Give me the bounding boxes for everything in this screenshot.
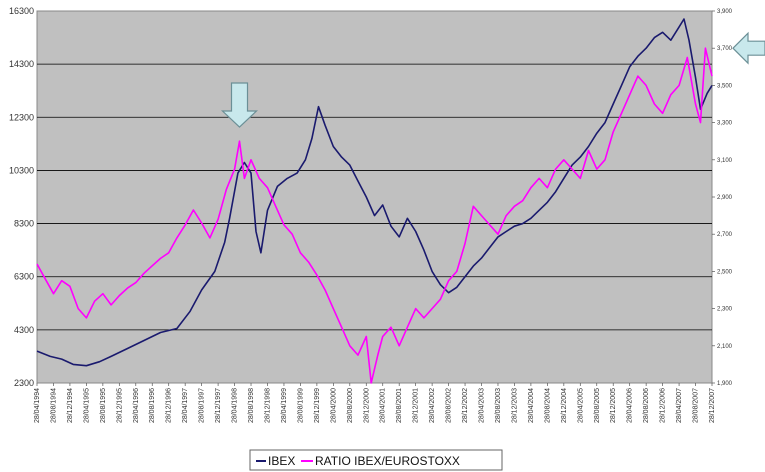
x-tick-label: 28/12/2003 xyxy=(511,388,518,423)
x-tick-label: 28/12/2002 xyxy=(462,388,469,423)
x-tick-label: 28/04/1994 xyxy=(34,388,41,423)
y-tick-label-right: 2,100 xyxy=(717,344,733,350)
x-axis: 28/04/1994 28/08/1994 28/12/1994 28/04/1995… xyxy=(34,383,716,423)
x-tick-label: 28/08/2000 xyxy=(347,388,354,423)
x-tick-label: 28/08/2007 xyxy=(693,388,700,423)
x-tick-label: 28/08/1997 xyxy=(199,388,206,423)
x-tick-label: 28/04/2003 xyxy=(479,388,486,423)
x-tick-label: 28/12/2006 xyxy=(660,388,667,423)
x-tick-label: 28/04/2000 xyxy=(330,388,337,423)
x-tick-label: 28/04/2002 xyxy=(429,388,436,423)
y-tick-label-right: 3,300 xyxy=(717,121,733,127)
x-tick-label: 28/04/2004 xyxy=(528,388,535,423)
y-tick-label-left: 2300 xyxy=(14,378,34,388)
x-tick-label: 28/12/1997 xyxy=(215,388,222,423)
x-tick-label: 28/08/1999 xyxy=(297,388,304,423)
x-tick-label: 28/12/2000 xyxy=(363,388,370,423)
y-tick-label-left: 4300 xyxy=(14,325,34,335)
x-tick-label: 28/04/2006 xyxy=(627,388,634,423)
x-tick-label: 28/12/2007 xyxy=(709,388,716,423)
series-lines xyxy=(36,18,713,384)
x-tick-label: 28/04/1997 xyxy=(182,388,189,423)
x-tick-label: 28/04/2007 xyxy=(676,388,683,423)
x-tick-label: 28/12/1995 xyxy=(116,388,123,423)
x-tick-label: 28/08/1996 xyxy=(149,388,156,423)
x-tick-label: 28/08/2004 xyxy=(544,388,551,423)
x-tick-label: 28/12/2004 xyxy=(561,388,568,423)
y-tick-label-left: 16300 xyxy=(9,6,34,16)
y-tick-label-right: 3,500 xyxy=(717,83,733,89)
series-line-ibex xyxy=(36,18,713,367)
plot-area xyxy=(36,10,713,384)
x-tick-label: 28/12/1998 xyxy=(264,388,271,423)
x-tick-label: 28/12/2001 xyxy=(413,388,420,423)
left-arrow-icon xyxy=(732,31,765,65)
x-tick-label: 28/04/1996 xyxy=(133,388,140,423)
x-tick-label: 28/08/1998 xyxy=(248,388,255,423)
y-tick-label-left: 12300 xyxy=(9,112,34,122)
y-tick-label-left: 6300 xyxy=(14,272,34,282)
x-tick-label: 28/04/2001 xyxy=(380,388,387,423)
x-tick-label: 28/12/1999 xyxy=(314,388,321,423)
x-tick-label: 28/04/1998 xyxy=(232,388,239,423)
y-tick-label-right: 1,900 xyxy=(717,381,733,387)
legend-box xyxy=(249,449,503,471)
x-tick-label: 28/04/2005 xyxy=(577,388,584,423)
annotations xyxy=(220,31,765,128)
y-tick-label-left: 14300 xyxy=(9,59,34,69)
x-tick-label: 28/08/1994 xyxy=(50,388,57,423)
y-tick-label-right: 3,900 xyxy=(717,9,733,15)
x-tick-label: 28/04/1995 xyxy=(83,388,90,423)
x-tick-label: 28/08/2001 xyxy=(396,388,403,423)
y-tick-label-right: 2,300 xyxy=(717,307,733,313)
down-arrow-icon xyxy=(220,82,259,128)
x-tick-label: 28/08/2002 xyxy=(446,388,453,423)
legend: IBEX RATIO IBEX/EUROSTOXX xyxy=(249,449,503,471)
x-tick-label: 28/08/2005 xyxy=(594,388,601,423)
y-tick-label-right: 2,900 xyxy=(717,195,733,201)
y-axis-left: 16300 14300 12300 10300 8300 6300 4300 2300 xyxy=(9,6,34,388)
gridlines xyxy=(37,63,712,331)
x-tick-label: 28/04/1999 xyxy=(281,388,288,423)
series-line-ratio xyxy=(36,47,713,384)
x-tick-label: 28/08/2006 xyxy=(643,388,650,423)
y-tick-label-right: 3,100 xyxy=(717,158,733,164)
y-tick-label-left: 10300 xyxy=(9,165,34,175)
x-tick-label: 28/08/1995 xyxy=(100,388,107,423)
y-tick-label-right: 2,700 xyxy=(717,232,733,238)
y-tick-label-left: 8300 xyxy=(14,219,34,229)
y-tick-label-right: 3,700 xyxy=(717,46,733,52)
legend-label-ibex: IBEX xyxy=(268,454,295,468)
x-tick-label: 28/12/1996 xyxy=(166,388,173,423)
y-tick-label-right: 2,500 xyxy=(717,269,733,275)
x-tick-label: 28/12/1994 xyxy=(67,388,74,423)
x-tick-label: 28/12/2005 xyxy=(610,388,617,423)
legend-label-ratio: RATIO IBEX/EUROSTOXX xyxy=(315,454,460,468)
y-axis-right: 3,900 3,700 3,500 3,300 3,100 2,900 2,700 2,500… xyxy=(712,9,733,387)
x-tick-label: 28/08/2003 xyxy=(495,388,502,423)
